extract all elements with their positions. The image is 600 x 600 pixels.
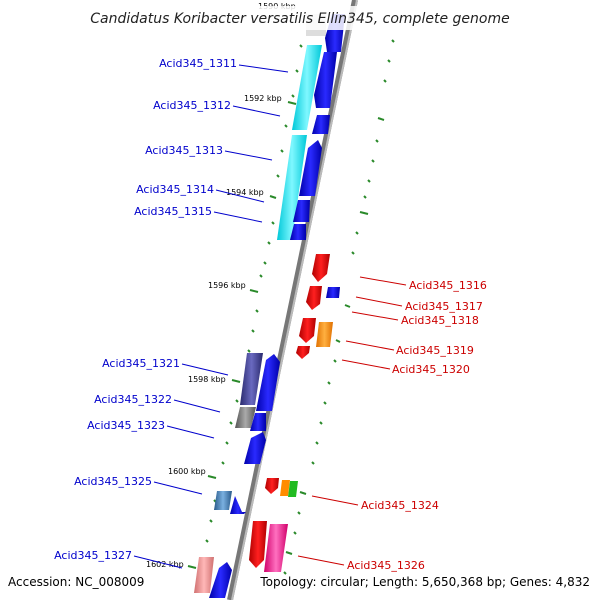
feature-acid345-1318[interactable] <box>316 322 333 347</box>
gene-arrow-acid345-1324[interactable] <box>265 478 279 494</box>
feature-acid345-1317[interactable] <box>326 287 340 298</box>
genome-summary-text: Topology: circular; Length: 5,650,368 bp… <box>259 575 590 589</box>
gene-label-acid345-1321[interactable]: Acid345_1321 <box>102 357 180 370</box>
kbp-label: 1598 kbp <box>188 375 226 384</box>
feature-acid345-1324-orange[interactable] <box>280 480 290 496</box>
gene-label-acid345-1316[interactable]: Acid345_1316 <box>409 279 487 292</box>
gc-track-right <box>283 39 395 575</box>
gene-arrow-acid345-1326[interactable] <box>249 521 267 568</box>
feature-acid345-1321-rna[interactable] <box>240 353 263 405</box>
gc-track-left <box>187 44 303 588</box>
left-gene-labels: Acid345_1311 Acid345_1312 Acid345_1313 A… <box>54 57 289 569</box>
feature-acid345-1325-rna[interactable] <box>214 491 232 510</box>
gene-label-acid345-1312[interactable]: Acid345_1312 <box>153 99 231 112</box>
genome-backbone <box>227 0 358 600</box>
gene-arrow-acid345-1312[interactable] <box>312 115 330 134</box>
right-gene-labels: Acid345_1316 Acid345_1317 Acid345_1318 A… <box>297 276 487 572</box>
feature-acid345-1327-rna[interactable] <box>194 557 214 593</box>
title-band <box>0 6 600 30</box>
gene-label-acid345-1324[interactable]: Acid345_1324 <box>361 499 439 512</box>
gene-label-acid345-1315[interactable]: Acid345_1315 <box>134 205 212 218</box>
gene-label-acid345-1325[interactable]: Acid345_1325 <box>74 475 152 488</box>
gene-arrow-acid345-1320[interactable] <box>296 346 310 359</box>
kbp-label: 1600 kbp <box>168 467 206 476</box>
feature-acid345-1322-rna[interactable] <box>235 407 256 428</box>
gene-label-acid345-1314[interactable]: Acid345_1314 <box>136 183 214 196</box>
gene-label-acid345-1319[interactable]: Acid345_1319 <box>396 344 474 357</box>
gene-label-acid345-1313[interactable]: Acid345_1313 <box>145 144 223 157</box>
gene-label-acid345-1326[interactable]: Acid345_1326 <box>347 559 425 572</box>
gene-label-acid345-1320[interactable]: Acid345_1320 <box>392 363 470 376</box>
reverse-genes <box>249 254 330 568</box>
gene-arrow-acid345-1321[interactable] <box>256 354 280 411</box>
gene-label-acid345-1327[interactable]: Acid345_1327 <box>54 549 132 562</box>
gene-arrow-acid345-1315[interactable] <box>290 224 306 240</box>
gene-arrow-acid345-1325[interactable] <box>230 496 246 514</box>
kbp-label: 1602 kbp <box>146 560 184 569</box>
gene-arrow-acid345-1319[interactable] <box>299 318 316 343</box>
kbp-label: 1592 kbp <box>244 94 282 103</box>
feature-acid345-1324-green[interactable] <box>288 481 298 497</box>
gene-arrow-acid345-1322[interactable] <box>250 413 266 431</box>
gene-arrow-acid345-1314[interactable] <box>293 200 310 222</box>
gene-arrow-acid345-1313[interactable] <box>299 140 322 196</box>
gene-arrow-acid345-1311[interactable] <box>314 52 337 108</box>
kbp-label: 1596 kbp <box>208 281 246 290</box>
gene-arrow-acid345-1316[interactable] <box>312 254 330 282</box>
feature-acid345-1311-rna[interactable] <box>292 45 322 130</box>
gene-label-acid345-1317[interactable]: Acid345_1317 <box>405 300 483 313</box>
gene-label-acid345-1311[interactable]: Acid345_1311 <box>159 57 237 70</box>
gene-arrow-acid345-1323[interactable] <box>244 432 266 464</box>
gene-arrow-acid345-1327[interactable] <box>209 562 232 598</box>
gene-label-acid345-1322[interactable]: Acid345_1322 <box>94 393 172 406</box>
feature-acid345-1313-rna[interactable] <box>277 135 307 240</box>
gene-label-acid345-1318[interactable]: Acid345_1318 <box>401 314 479 327</box>
gene-label-acid345-1323[interactable]: Acid345_1323 <box>87 419 165 432</box>
feature-acid345-1326-rna[interactable] <box>264 524 288 572</box>
accession-text: Accession: NC_008009 <box>8 575 144 589</box>
gene-arrow-acid345-1317[interactable] <box>306 286 322 310</box>
kbp-label: 1594 kbp <box>226 188 264 197</box>
map-title: Candidatus Koribacter versatilis Ellin34… <box>90 11 509 27</box>
